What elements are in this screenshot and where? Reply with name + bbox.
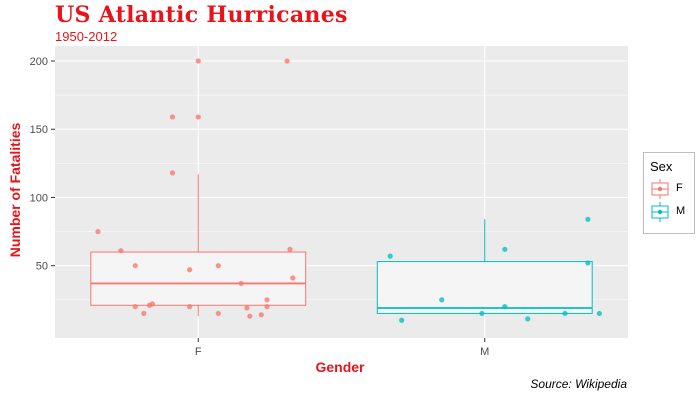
x-tick-label: F [195,346,202,358]
y-tick-label: 100 [30,192,48,204]
data-point [290,275,296,281]
data-point [195,114,201,120]
data-point [187,267,193,273]
data-point [118,248,124,254]
legend-key-point [657,209,663,215]
legend-key-m [651,202,669,222]
legend: Sex F M [643,152,695,234]
legend-title: Sex [650,159,673,174]
x-axis-label: Gender [315,359,365,375]
data-point [585,216,591,222]
data-point [132,304,138,310]
data-point [502,246,508,252]
data-point [238,280,244,287]
chart-title: US Atlantic Hurricanes [55,2,348,28]
box-body [376,261,593,314]
data-point [95,228,101,235]
data-point [169,170,176,176]
data-point [596,310,602,317]
data-point [169,114,176,120]
legend-key-point [657,186,663,192]
legend-key-f [651,179,669,199]
data-point [215,263,221,269]
data-point [399,317,405,323]
data-point [284,58,290,64]
data-point [141,310,147,317]
box-body [90,251,307,306]
data-point [502,304,508,310]
y-tick-label: 50 [36,261,48,273]
data-point [195,58,201,64]
data-point [215,310,221,317]
data-point [525,316,531,322]
legend-label-f: F [676,182,683,194]
data-point [149,301,156,307]
legend-item-f: F [650,179,690,199]
data-point [264,304,270,310]
data-point [585,260,591,266]
data-point [244,305,250,311]
chart-caption: Source: Wikipedia [530,377,627,391]
x-tick-label: M [480,346,489,358]
y-tick-label: 200 [30,56,48,68]
chart-subtitle: 1950-2012 [55,29,118,44]
data-point [132,263,138,269]
y-tick-label: 150 [30,124,48,136]
data-point [247,313,253,319]
data-point [187,304,193,310]
y-axis-label: Number of Fatalities [7,122,23,258]
legend-item-m: M [650,202,690,222]
data-point [479,310,485,317]
data-point [264,297,270,303]
data-point [439,297,445,303]
data-point [258,312,264,318]
legend-label-m: M [676,205,686,217]
data-point [287,246,293,252]
data-point [562,310,568,317]
data-point [387,253,393,259]
